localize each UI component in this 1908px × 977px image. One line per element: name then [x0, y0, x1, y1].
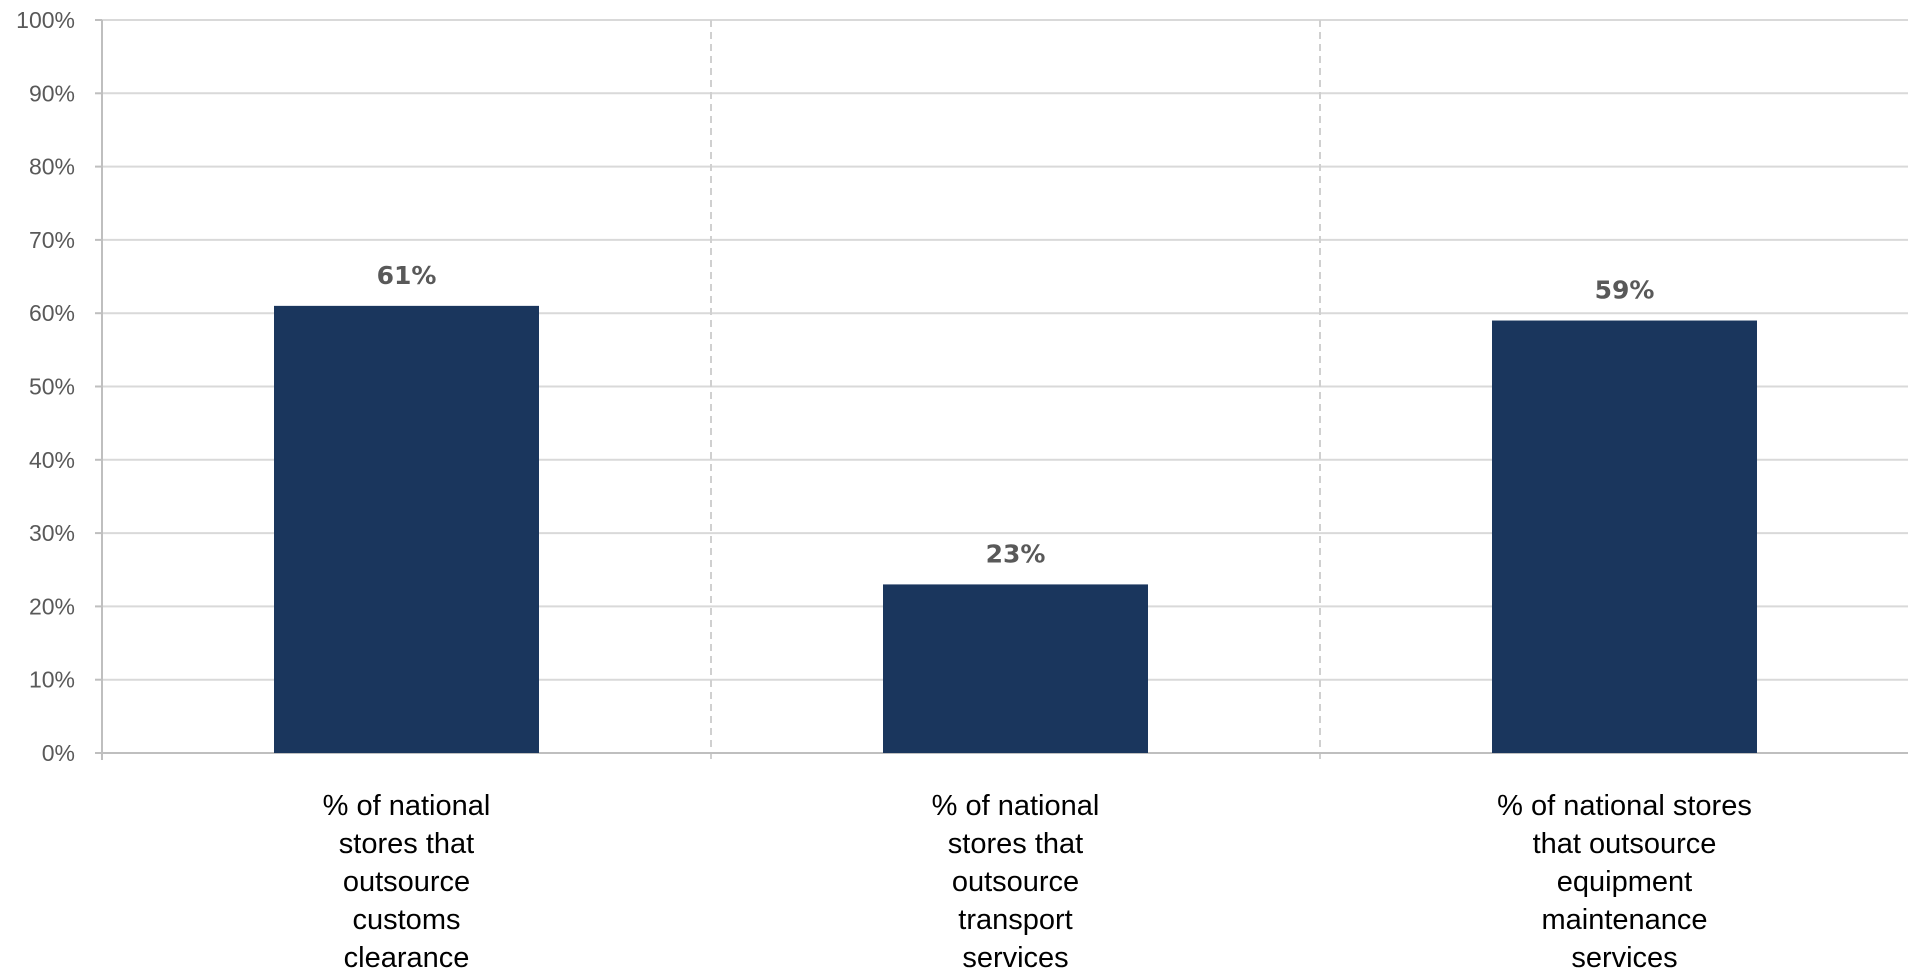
category-label-line: % of national — [322, 790, 491, 822]
category-label: % of national stores that outsource equipm… — [1425, 787, 1825, 977]
category-label-line: outsource — [951, 866, 1080, 898]
category-label-line: stores that — [947, 828, 1084, 860]
y-tick-label: 30% — [29, 520, 75, 546]
y-tick-label: 70% — [29, 227, 75, 253]
category-label-line: services — [1571, 942, 1678, 974]
category-label-line: maintenance — [1541, 904, 1708, 936]
data-label: 23% — [986, 539, 1046, 568]
category-label-line: outsource — [342, 866, 471, 898]
y-tick-label: 80% — [29, 154, 75, 180]
y-tick-label: 40% — [29, 447, 75, 473]
y-tick-label: 50% — [29, 374, 75, 400]
category-label: % of national stores that outsource customs… — [207, 787, 607, 977]
y-tick-label: 100% — [16, 7, 75, 33]
category-label-line: that outsource — [1532, 828, 1717, 860]
y-tick-label: 90% — [29, 80, 75, 106]
data-label: 61% — [377, 261, 437, 290]
y-tick-label: 10% — [29, 667, 75, 693]
category-label-line: customs — [352, 904, 461, 936]
category-label-line: % of national stores — [1497, 790, 1752, 822]
y-tick-label: 20% — [29, 593, 75, 619]
category-label-line: stores that — [338, 828, 475, 860]
bar — [883, 584, 1148, 753]
category-label-line: transport — [958, 904, 1073, 936]
category-label-line: % of national — [931, 790, 1100, 822]
bar — [274, 305, 539, 753]
y-tick-label: 0% — [42, 740, 75, 766]
category-label-line: equipment — [1556, 866, 1693, 898]
bar — [1492, 320, 1757, 753]
category-label: % of national stores that outsource transpo… — [816, 787, 1216, 977]
category-label-line: services — [962, 942, 1069, 974]
data-label: 59% — [1595, 276, 1655, 305]
category-label-line: clearance — [343, 942, 470, 974]
y-tick-label: 60% — [29, 300, 75, 326]
